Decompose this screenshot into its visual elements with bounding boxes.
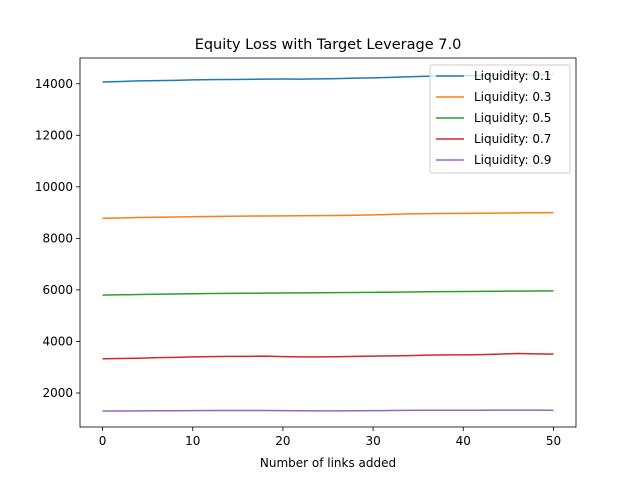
x-axis: 0 10 20 30 40 50 — [99, 427, 561, 448]
y-tick-label: 2000 — [42, 386, 73, 400]
x-tick-label: 50 — [546, 434, 561, 448]
series-line-2 — [102, 211, 554, 220]
legend-label: Liquidity: 0.7 — [474, 132, 551, 146]
legend-label: Liquidity: 0.3 — [474, 90, 551, 104]
y-tick-label: 4000 — [42, 334, 73, 348]
y-tick-label: 8000 — [42, 231, 73, 245]
legend-label: Liquidity: 0.9 — [474, 153, 551, 167]
y-tick-label: 12000 — [35, 128, 73, 142]
chart-title: Equity Loss with Target Leverage 7.0 — [195, 37, 462, 53]
x-tick-label: 0 — [99, 434, 107, 448]
legend: Liquidity: 0.1 Liquidity: 0.3 Liquidity: 0… — [429, 64, 571, 174]
legend-label: Liquidity: 0.5 — [474, 111, 551, 125]
x-tick-label: 20 — [275, 434, 290, 448]
legend-label: Liquidity: 0.1 — [474, 69, 551, 83]
y-axis: 2000 4000 6000 8000 10000 12000 14000 — [35, 77, 80, 400]
x-tick-label: 10 — [185, 434, 200, 448]
y-tick-label: 10000 — [35, 180, 73, 194]
x-tick-label: 40 — [456, 434, 471, 448]
series-line-5 — [102, 409, 554, 412]
series-line-3 — [102, 290, 554, 296]
legend-box — [429, 64, 571, 174]
x-tick-label: 30 — [365, 434, 380, 448]
y-tick-label: 6000 — [42, 283, 73, 297]
x-axis-label: Number of links added — [260, 456, 396, 470]
series-line-4 — [102, 352, 554, 360]
y-tick-label: 14000 — [35, 77, 73, 91]
